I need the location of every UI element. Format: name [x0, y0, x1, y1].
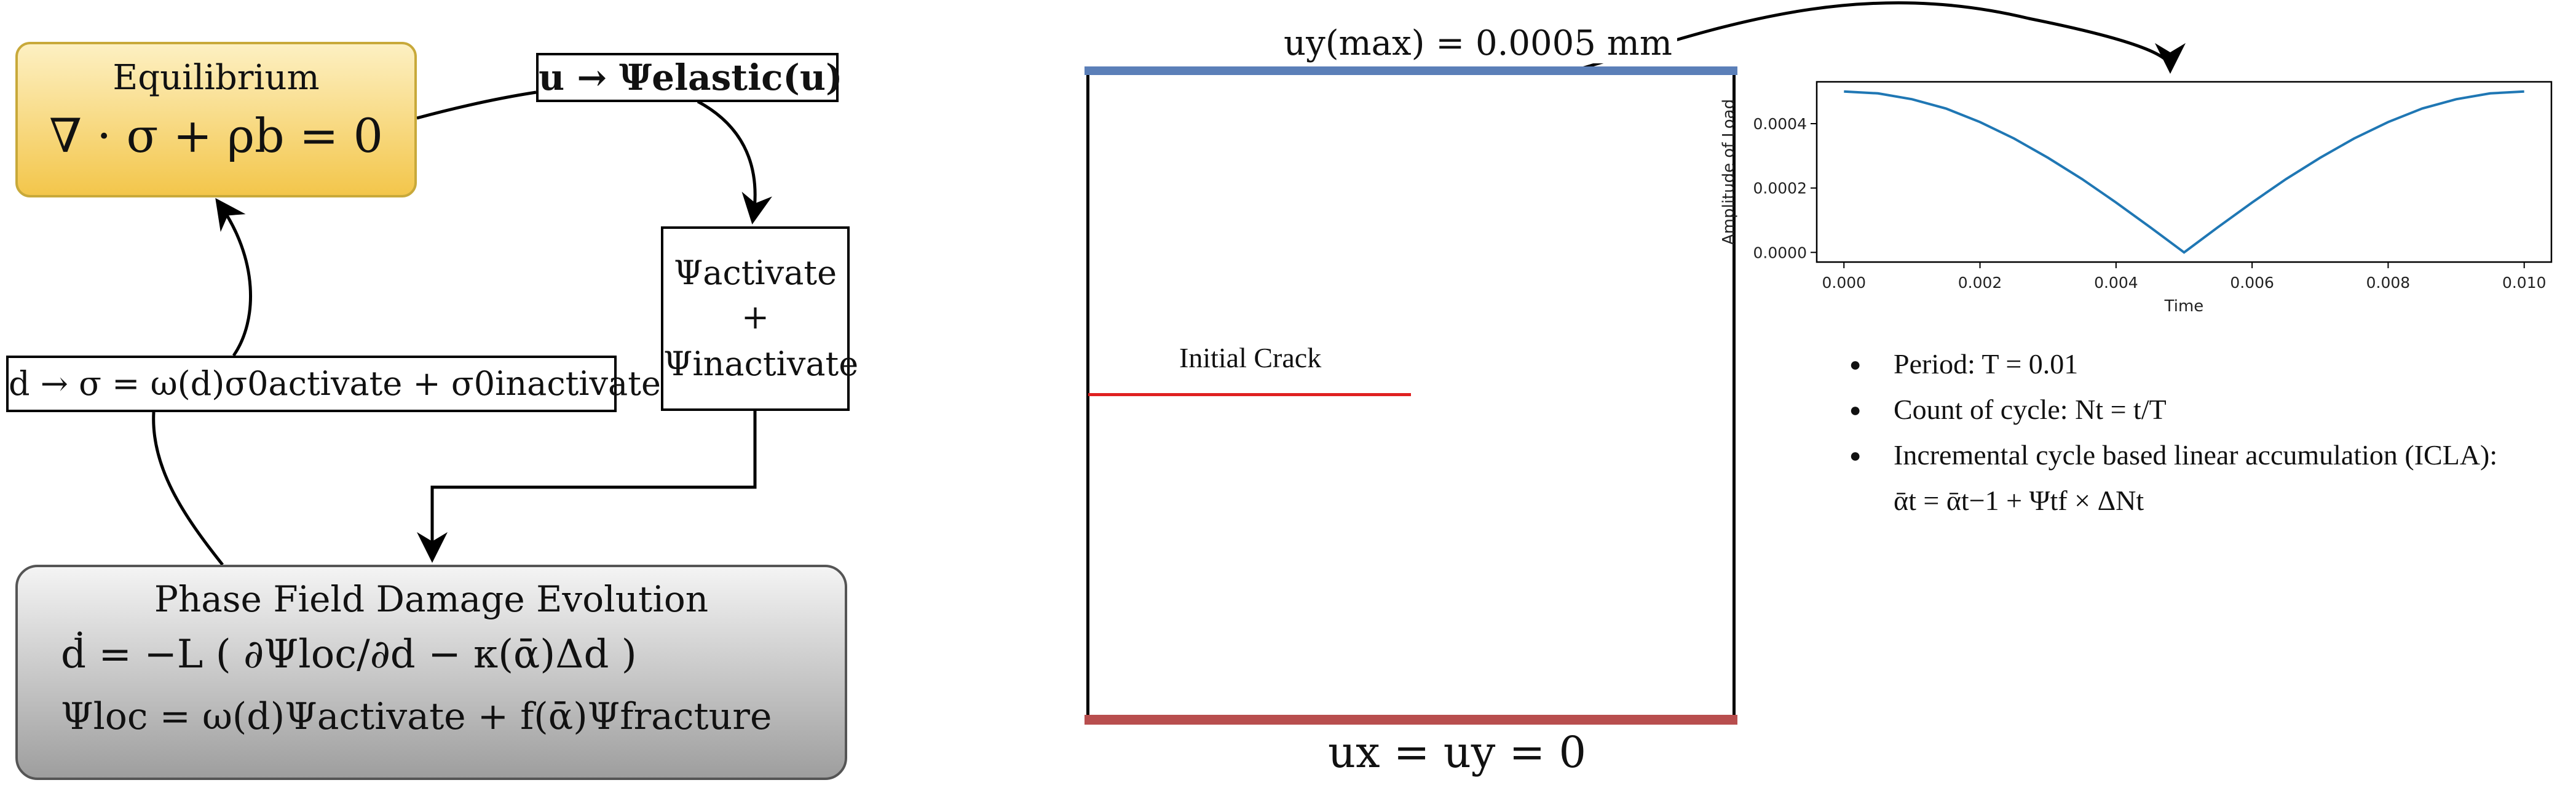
note-icla: Incremental cycle based linear accumulat… — [1844, 432, 2521, 523]
x-tick-label: 0.010 — [2502, 274, 2546, 292]
specimen-plate — [1086, 71, 1736, 722]
x-tick-label: 0.002 — [1958, 274, 2002, 292]
connector-damage-stress — [152, 412, 224, 566]
top-boundary-edge — [1085, 66, 1737, 75]
x-axis-ticks: 0.000 0.002 0.004 0.006 0.008 0.010 — [1822, 262, 2546, 292]
initial-crack-label: Initial Crack — [1179, 342, 1322, 373]
x-tick-label: 0.006 — [2230, 274, 2274, 292]
series-line — [1844, 90, 2524, 254]
bottom-boundary-edge — [1085, 715, 1737, 725]
arrow-split-to-damage — [417, 411, 757, 563]
damage-title: Phase Field Damage Evolution — [154, 578, 709, 620]
arrow-bc-to-chart — [1573, 1, 2186, 74]
x-axis-label: Time — [2164, 297, 2204, 316]
damage-equation-1: ḋ = −L ( ∂Ψloc/∂d − κ(ᾱ)Δd ) — [61, 632, 637, 677]
y-tick-label: 0.0004 — [1753, 115, 1807, 133]
psi-inactivate: Ψinactivate — [663, 344, 859, 383]
arrow-elastic-to-split — [697, 100, 772, 225]
note-cycle-count: Count of cycle: Nt = t/T — [1844, 387, 2521, 432]
x-tick-label: 0.000 — [1822, 274, 1866, 292]
equilibrium-title: Equilibrium — [113, 58, 320, 98]
notes-list: Period: T = 0.01 Count of cycle: Nt = t/… — [1844, 341, 2521, 523]
note-period: Period: T = 0.01 — [1844, 341, 2521, 387]
stress-map-box: d → σ = ω(d)σ0activate + σ0inactivate — [6, 356, 661, 412]
y-axis-label: Amplitude of Load — [1720, 99, 1738, 245]
initial-crack-line — [1088, 393, 1411, 396]
elastic-map-text: u → Ψelastic(u) — [539, 57, 843, 98]
equilibrium-equation: ∇ · σ + ρb = 0 — [49, 108, 384, 163]
bottom-bc-label: ux = uy = 0 — [1328, 727, 1587, 778]
damage-equation-2: Ψloc = ω(d)Ψactivate + f(ᾱ)Ψfracture — [61, 695, 772, 738]
psi-activate: Ψactivate — [673, 253, 837, 292]
split-box: Ψactivate + Ψinactivate — [661, 226, 859, 411]
y-tick-label: 0.0002 — [1753, 180, 1807, 197]
top-bc-label: uy(max) = 0.0005 mm — [1279, 23, 1677, 63]
plus-sign: + — [741, 298, 770, 336]
connector-equilibrium-elastic — [416, 90, 537, 120]
elastic-map-box: u → Ψelastic(u) — [536, 53, 843, 102]
arrow-stress-to-equilibrium — [215, 197, 252, 357]
y-axis-ticks: 0.0000 0.0002 0.0004 — [1753, 115, 1817, 261]
y-tick-label: 0.0000 — [1753, 244, 1807, 261]
x-tick-label: 0.008 — [2366, 274, 2411, 292]
damage-box: Phase Field Damage Evolution ḋ = −L ( ∂Ψ… — [15, 565, 847, 780]
plot-frame — [1815, 81, 2553, 263]
x-tick-label: 0.004 — [2094, 274, 2138, 292]
equilibrium-box: Equilibrium ∇ · σ + ρb = 0 — [15, 42, 417, 197]
stress-map-text: d → σ = ω(d)σ0activate + σ0inactivate — [9, 364, 661, 403]
